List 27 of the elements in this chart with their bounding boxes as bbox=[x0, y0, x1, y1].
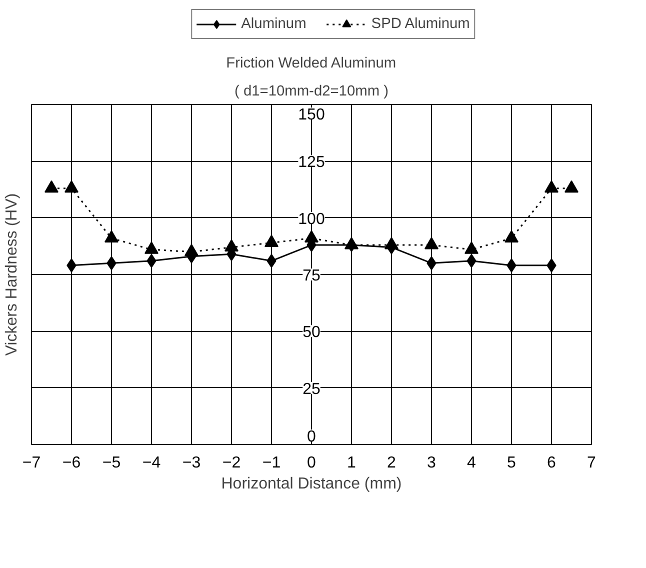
x-tick-label: 6 bbox=[547, 454, 556, 472]
y-tick-label: 0 bbox=[307, 428, 316, 446]
y-tick-label: 25 bbox=[302, 380, 320, 398]
x-tick-label: −5 bbox=[102, 454, 121, 472]
legend-label: Aluminum bbox=[241, 16, 306, 32]
x-tick-label: 1 bbox=[347, 454, 356, 472]
legend-label: SPD Aluminum bbox=[371, 16, 470, 32]
y-tick-label: 150 bbox=[298, 106, 325, 124]
x-tick-label: −3 bbox=[182, 454, 201, 472]
y-tick-label: 50 bbox=[302, 324, 320, 342]
x-tick-label: 5 bbox=[507, 454, 516, 472]
x-tick-label: 3 bbox=[427, 454, 436, 472]
x-tick-label: −4 bbox=[142, 454, 161, 472]
x-tick-label: −7 bbox=[22, 454, 41, 472]
y-tick-label: 75 bbox=[302, 268, 320, 284]
x-tick-label: 2 bbox=[387, 454, 396, 472]
y-tick-label: 100 bbox=[298, 210, 325, 228]
y-tick-label: 125 bbox=[298, 154, 325, 172]
chart-subtitle: ( d1=10mm-d2=10mm ) bbox=[234, 84, 388, 100]
x-axis-title: Horizontal Distance (mm) bbox=[221, 476, 402, 492]
x-tick-label: −6 bbox=[62, 454, 81, 472]
x-tick-label: −2 bbox=[222, 454, 241, 472]
y-axis-title: Vickers Hardness (HV) bbox=[4, 193, 20, 356]
x-tick-label: −1 bbox=[262, 454, 281, 472]
x-tick-label: 4 bbox=[467, 454, 476, 472]
chart-title: Friction Welded Aluminum bbox=[226, 56, 396, 72]
x-tick-label: 7 bbox=[587, 454, 596, 472]
